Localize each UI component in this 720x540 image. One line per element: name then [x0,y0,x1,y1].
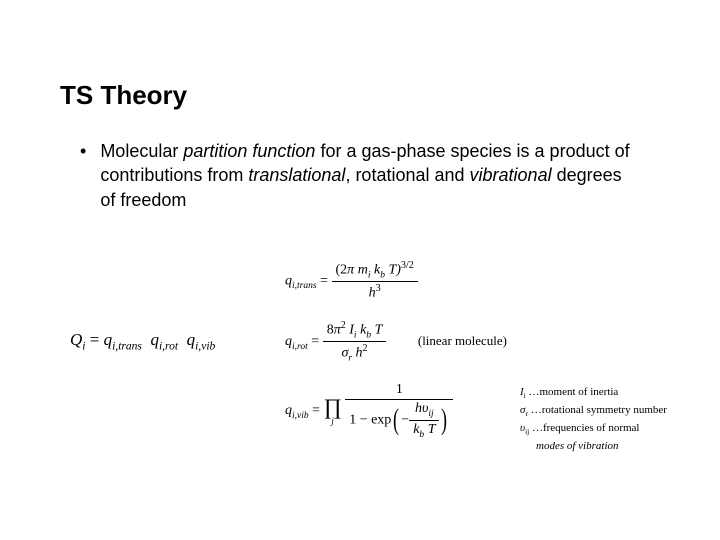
text: Molecular [100,141,183,161]
text: , rotational and [345,165,469,185]
legend-row: Ii …moment of inertia [520,384,667,402]
sym-Q: Q [70,330,82,349]
product-symbol: ∏ j [324,396,342,426]
denominator: 1 − exp(− hυij kb T ) [345,400,453,440]
em: translational [248,165,345,185]
sub: i,rot [159,339,178,352]
eq-sign: = [317,273,332,288]
T: T [424,422,435,437]
sup: 3/2 [401,260,414,271]
paren-l: ( [393,405,399,435]
sym-q: q [285,403,292,418]
T: T) [385,263,401,278]
h: h [352,346,363,361]
k: k [357,323,367,338]
denominator: h3 [332,282,418,302]
numerator: 8π2 Ii kb T [323,320,387,342]
text: (2 [336,263,348,278]
bullet-text: Molecular partition function for a gas-p… [100,139,640,212]
sym-q: q [150,330,159,349]
fraction: 1 1 − exp(− hυij kb T ) [345,382,453,440]
legend-row: υij …frequencies of normal [520,420,667,438]
eq-sign: = [86,330,104,349]
eq-sign: = [309,403,324,418]
legend: Ii …moment of inertia σr …rotational sym… [520,384,667,456]
fraction: 8π2 Ii kb T σr h2 [323,320,387,364]
fraction: (2π mi kb T)3/2 h3 [332,260,418,302]
sub: i,vib [195,339,215,352]
denominator: σr h2 [323,342,387,363]
sub: i,trans [112,339,142,352]
inner-frac: hυij kb T [409,401,439,440]
h: h [415,401,422,416]
em: vibrational [470,165,552,185]
text: 1 − exp [349,412,391,427]
paren-r: ) [441,405,447,435]
m: m [354,263,368,278]
eq-trans: qi,trans = (2π mi kb T)3/2 h3 [285,260,418,302]
legend-row: modes of vibration [520,438,667,456]
text: modes of vibration [536,440,619,452]
numerator: 1 [345,382,453,400]
text: …rotational symmetry number [528,404,667,416]
sub: ij [428,409,433,419]
I: I [346,323,354,338]
pi: π [334,323,341,338]
sub: i,vib [292,411,309,421]
bullet-item: • Molecular partition function for a gas… [60,139,660,212]
text: …frequencies of normal [529,422,639,434]
eq-vib: qi,vib = ∏ j 1 1 − exp(− hυij kb T ) [285,382,453,440]
denominator: kb T [409,421,439,440]
numerator: hυij [409,401,439,421]
numerator: (2π mi kb T)3/2 [332,260,418,282]
equation-area: Qi = qi,trans qi,rot qi,vib qi,trans = (… [60,252,660,512]
text: 8 [327,323,334,338]
sub: i,trans [292,281,317,291]
em: partition function [183,141,315,161]
page-title: TS Theory [60,80,660,111]
eq-rot: qi,rot = 8π2 Ii kb T σr h2 (linear molec… [285,320,507,364]
sup: 3 [376,283,381,294]
eq-main: Qi = qi,trans qi,rot qi,vib [70,330,215,352]
bullet-marker: • [80,139,86,164]
sym-q: q [187,330,196,349]
prod-icon: ∏ [324,396,342,418]
eq-sign: = [308,334,323,349]
sym-q: q [285,334,292,349]
T: T [371,323,382,338]
legend-row: σr …rotational symmetry number [520,402,667,420]
text: …moment of inertia [526,386,619,398]
sym-q: q [104,330,113,349]
note-linear: (linear molecule) [418,333,507,348]
k: k [370,263,380,278]
h: h [369,286,376,301]
sub: i,rot [292,342,308,352]
sup: 2 [363,343,368,354]
sym-q: q [285,273,292,288]
